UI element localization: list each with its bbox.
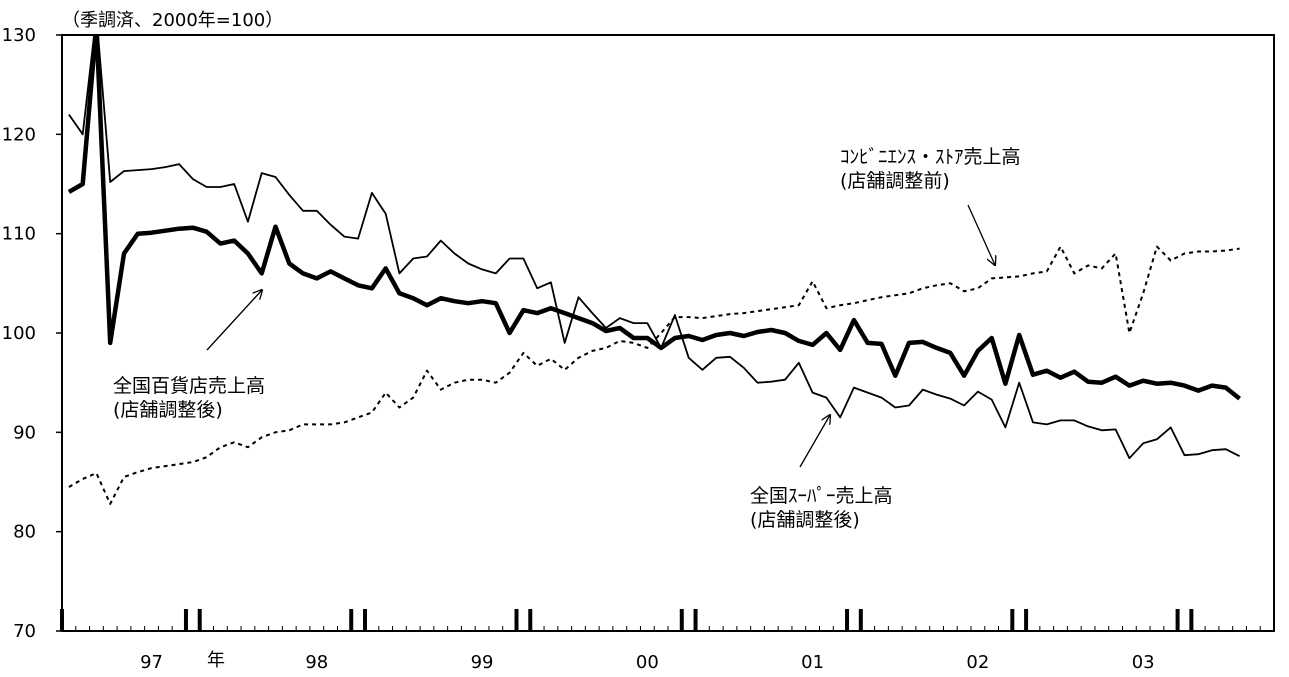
series-line-department [67,35,1242,401]
unit-label: （季調済、2000年=100） [62,10,283,31]
annotation-arrow-supermarket [799,415,830,468]
y-tick-label: 130 [2,25,36,46]
annotation-supermarket-line-1: (店舗調整後) [750,509,860,531]
y-tick-label: 120 [2,124,36,145]
annotation-department-line-1: (店舗調整後) [113,399,223,421]
x-axis: 9798990001020304 [60,609,1275,673]
y-tick-label: 110 [2,224,36,245]
annotation-arrow-department [206,290,262,351]
x-year-label: 03 [1132,652,1155,673]
annotation-arrow-convenience [967,204,995,265]
x-year-label: 02 [966,652,989,673]
y-axis: 70 80 90 100 110 120 130 [2,25,62,642]
series-line-supermarket [68,35,1241,460]
y-tick-label: 80 [13,522,36,543]
annotation-layer: 全国百貨店売上高(店舗調整後)全国ｽｰﾊﾟｰ売上高(店舗調整後)ｺﾝﾋﾞﾆｴﾝｽ… [113,146,1021,531]
y-tick-label: 100 [2,323,36,344]
x-axis-unit-label: 年 [207,650,225,671]
annotation-supermarket-line-0: 全国ｽｰﾊﾟｰ売上高 [750,485,893,507]
annotation-department-line-0: 全国百貨店売上高 [113,375,265,397]
y-tick-label: 90 [13,422,36,443]
x-year-label: 98 [305,652,328,673]
x-year-label: 00 [636,652,659,673]
x-year-label: 97 [140,652,163,673]
x-year-label: 01 [801,652,824,673]
series-layer [67,35,1242,505]
y-tick-label: 70 [13,621,36,642]
annotation-convenience-line-0: ｺﾝﾋﾞﾆｴﾝｽ・ｽﾄｱ売上高 [840,146,1021,168]
annotation-convenience-line-1: (店舗調整前) [840,170,950,192]
x-year-label: 99 [471,652,494,673]
